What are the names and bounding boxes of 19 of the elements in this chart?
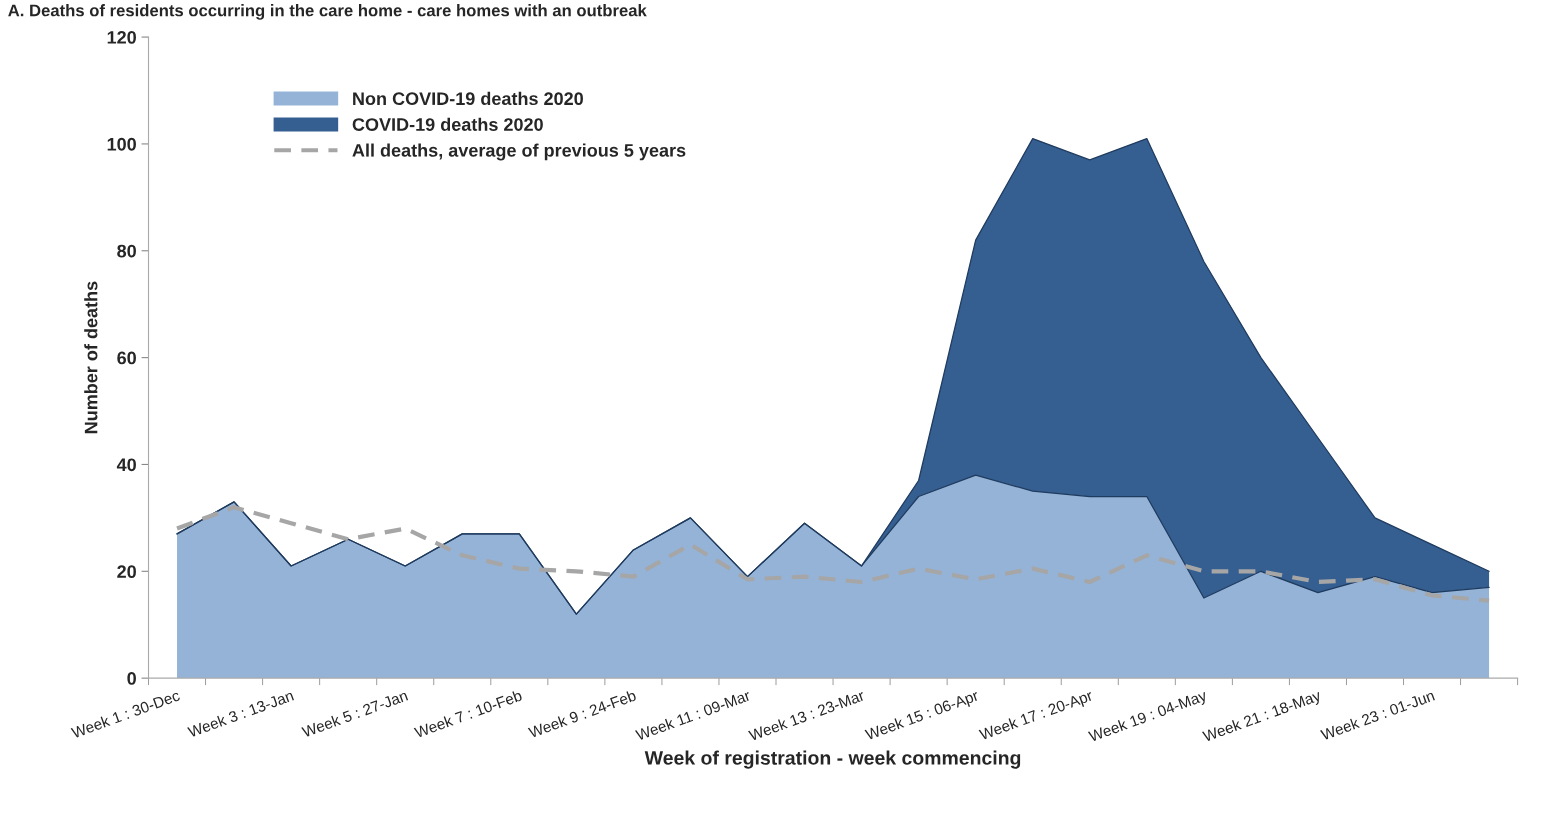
legend-label: Non COVID-19 deaths 2020 (353, 91, 583, 106)
legend-label: All deaths, average of previous 5 years (352, 143, 686, 161)
x-axis-title: Week of registration - week commencing (644, 750, 1021, 769)
line-series (174, 505, 1492, 603)
y-tick-label: 20 (117, 565, 136, 579)
y-tick-label: 40 (116, 458, 136, 472)
y-tick-label: 100 (107, 137, 136, 151)
y-tick-label: 0 (127, 672, 136, 685)
x-tick-label: Week 23 : 01-Jun (1319, 689, 1435, 741)
x-tick-label: Week 7 : 10-Feb (413, 689, 523, 739)
x-tick-label: Week 5 : 27-Jan (301, 689, 409, 738)
x-tick-label: Week 3 : 13-Jan (186, 689, 295, 738)
y-tick-label: 120 (107, 31, 136, 44)
x-tick-label: Week 1 : 30-Dec (70, 689, 181, 739)
y-tick-label: 80 (117, 244, 136, 258)
legend-label: COVID-19 deaths 2020 (352, 117, 543, 131)
y-tick-label: 60 (117, 351, 136, 365)
chart-title: A. Deaths of residents occurring in the care home - care homes with an outbreak (8, 4, 647, 20)
y-axis-title: Number of deaths (84, 281, 98, 434)
